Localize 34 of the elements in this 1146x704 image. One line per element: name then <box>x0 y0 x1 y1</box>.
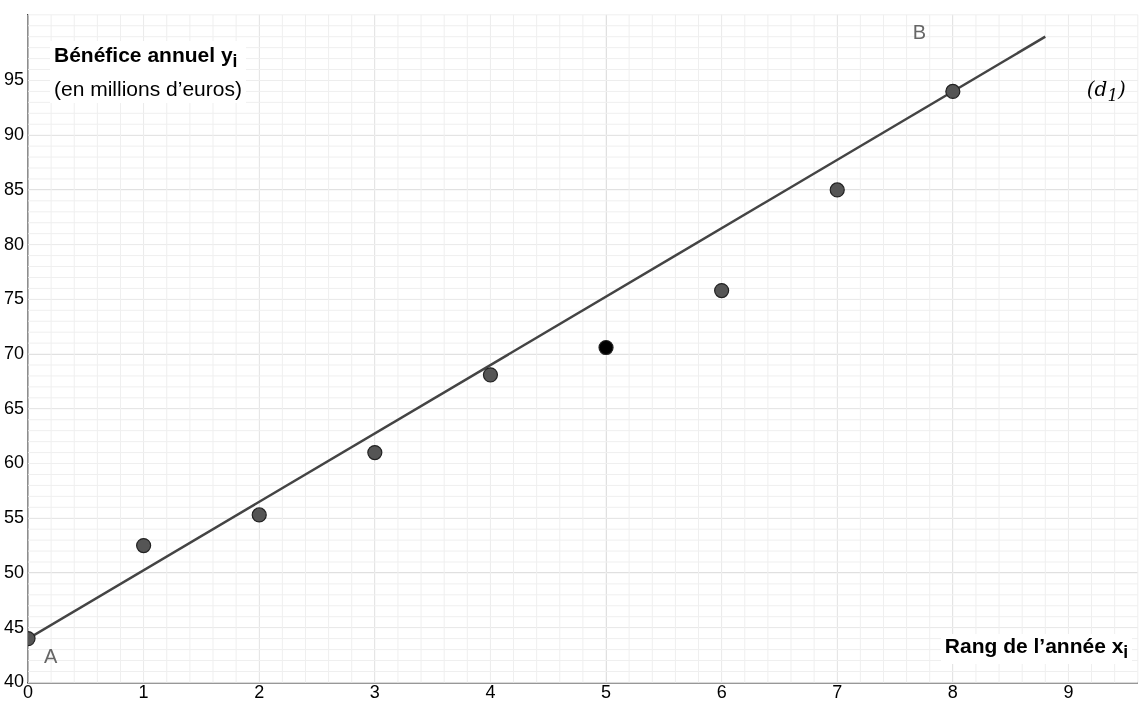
point <box>598 339 614 356</box>
y-tick-label: 65 <box>3 397 25 418</box>
point <box>136 538 152 554</box>
x-tick-label: 7 <box>832 682 843 703</box>
y-tick-label: 95 <box>3 69 25 90</box>
x-tick-label: 8 <box>947 682 958 703</box>
y-tick-label: 70 <box>3 343 25 364</box>
y-axis-title: Bénéfice annuel y$_{i}$ (en millions d’euros) <box>50 40 246 103</box>
point <box>829 182 845 198</box>
x-axis-title: Rang de l’année x$_{i}$ <box>940 634 1133 664</box>
y-tick-label: 75 <box>3 288 25 309</box>
x-tick-label: 6 <box>716 682 727 703</box>
y-tick-label: 55 <box>3 507 25 528</box>
y-tick-label: 80 <box>3 233 25 254</box>
annotation: B <box>912 21 927 45</box>
x-tick-label: 0 <box>23 682 34 703</box>
x-tick-label: 5 <box>601 682 612 703</box>
point <box>714 283 730 299</box>
x-tick-label: 9 <box>1063 682 1074 703</box>
annotation: A <box>44 644 58 668</box>
y-tick-label: 60 <box>3 452 25 473</box>
annotation: (d$_{1}$) <box>1086 76 1126 105</box>
x-tick-label: 4 <box>485 682 496 703</box>
y-tick-label: 85 <box>3 178 25 199</box>
point <box>482 367 499 383</box>
point <box>251 507 267 523</box>
x-tick-label: 2 <box>254 682 265 703</box>
point <box>945 83 961 100</box>
y-tick-label: 50 <box>3 561 25 582</box>
point <box>367 444 383 461</box>
x-tick-label: 1 <box>138 682 149 703</box>
y-tick-label: 90 <box>3 124 25 145</box>
y-tick-label: 45 <box>3 616 25 637</box>
x-tick-label: 3 <box>369 682 380 703</box>
